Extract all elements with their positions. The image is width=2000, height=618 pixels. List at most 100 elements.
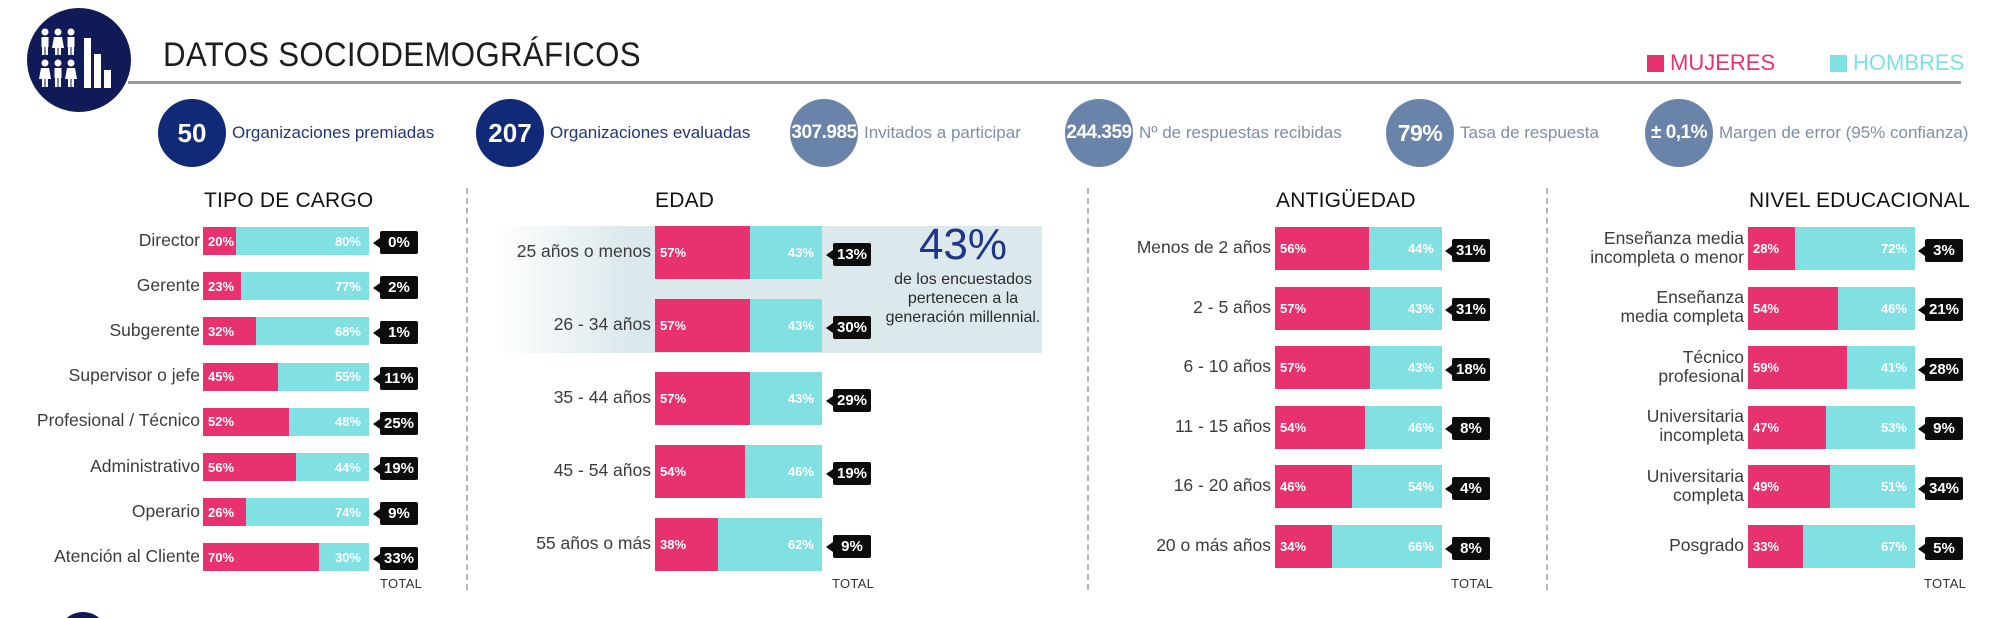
bar-mujeres-26-34-anos: 57% (655, 299, 751, 352)
total-badge-gerente: 2% (373, 276, 418, 300)
category-label-tecnico-profesional: Técnico profesional (1658, 346, 1744, 386)
category-label-ensenanza-media-incompleta-o-menor: Enseñanza media incompleta o menor (1590, 227, 1744, 267)
category-label-2-5-anos: 2 - 5 años (1193, 296, 1271, 317)
category-label-operario: Operario (131, 500, 200, 521)
category-label-26-34-anos: 26 - 34 años (553, 314, 651, 334)
bar-mujeres-director: 20% (203, 227, 237, 255)
bar-hombres-operario: 74% (246, 498, 369, 527)
bar-hombres-ensenanza-media-completa: 46% (1838, 286, 1915, 330)
panel-divider (1087, 188, 1089, 590)
bar-hombres-16-20-anos: 54% (1351, 465, 1442, 509)
total-badge-ensenanza-media-completa: 21% (1918, 298, 1963, 322)
legend-swatch-mujeres (1647, 54, 1664, 72)
bar-mujeres-subgerente: 32% (203, 317, 257, 346)
category-label-16-20-anos: 16 - 20 años (1173, 475, 1271, 496)
category-label-universitaria-completa: Universitaria completa (1646, 465, 1744, 505)
bar-mujeres-menos-de-2-anos: 56% (1275, 227, 1369, 270)
bar-mujeres-administrativo: 56% (203, 453, 296, 481)
total-badge-35-44-anos: 29% (826, 388, 871, 412)
page-title: DATOS SOCIODEMOGRÁFICOS (163, 36, 641, 74)
millennial-description: de los encuestados pertenecen a la gener… (885, 271, 1041, 326)
total-badge-55-anos-o-mas: 9% (826, 534, 871, 558)
category-label-subgerente: Subgerente (109, 319, 201, 340)
total-badge-director: 0% (373, 231, 418, 254)
bar-mujeres-6-10-anos: 57% (1275, 346, 1371, 390)
category-label-supervisor-o-jefe: Supervisor o jefe (68, 365, 200, 386)
bar-mujeres-universitaria-incompleta: 47% (1748, 405, 1827, 449)
total-badge-administrativo: 19% (373, 457, 418, 480)
bar-hombres-ensenanza-media-incompleta-o-menor: 72% (1794, 227, 1915, 270)
bar-mujeres-supervisor-o-jefe: 45% (203, 362, 278, 391)
stat-value-circle: 79% (1386, 99, 1454, 167)
bar-mujeres-tecnico-profesional: 59% (1748, 346, 1847, 390)
bar-mujeres-11-15-anos: 54% (1275, 405, 1366, 449)
category-label-35-44-anos: 35 - 44 años (553, 387, 651, 407)
bar-mujeres-profesional-tecnico: 52% (203, 407, 290, 436)
bar-hombres-subgerente: 68% (256, 317, 369, 346)
panel-title-edad: EDAD (655, 189, 715, 212)
total-badge-operario: 9% (373, 502, 418, 526)
total-badge-menos-de-2-anos: 31% (1445, 238, 1490, 262)
panel-divider (1546, 188, 1548, 590)
bar-mujeres-16-20-anos: 46% (1275, 465, 1352, 509)
bar-mujeres-35-44-anos: 57% (655, 372, 751, 425)
stat-invitados: 307.985 Invitados a participar (790, 99, 1021, 167)
bar-mujeres-45-54-anos: 54% (655, 445, 746, 498)
category-label-25-anos-o-menos: 25 años o menos (516, 241, 651, 261)
bar-hombres-atencion-al-cliente: 30% (319, 543, 369, 572)
millennial-percentage: 43% (918, 220, 1008, 269)
bar-hombres-tecnico-profesional: 41% (1846, 346, 1915, 390)
total-column-header: TOTAL (832, 576, 875, 591)
legend-label-mujeres: MUJERES (1670, 50, 1776, 75)
bar-hombres-posgrado: 67% (1803, 525, 1915, 568)
stat-organizaciones-evaluadas: 207 Organizaciones evaluadas (476, 99, 750, 167)
total-badge-26-34-anos: 30% (826, 315, 871, 339)
total-column-header: TOTAL (1451, 576, 1494, 591)
stat-label: Nº de respuestas recibidas (1139, 123, 1342, 142)
bar-hombres-45-54-anos: 46% (745, 445, 822, 498)
total-badge-universitaria-incompleta: 9% (1918, 417, 1963, 441)
legend-item-hombres: HOMBRES (1830, 50, 1964, 76)
total-badge-ensenanza-media-incompleta-o-menor: 3% (1918, 238, 1963, 262)
bar-mujeres-ensenanza-media-incompleta-o-menor: 28% (1748, 227, 1795, 270)
bar-hombres-gerente: 77% (241, 272, 369, 301)
panel-title-tipo-de-cargo: TIPO DE CARGO (204, 189, 374, 212)
stat-value-circle: 307.985 (790, 99, 858, 167)
bar-hombres-35-44-anos: 43% (750, 372, 822, 425)
next-section-icon (58, 612, 108, 618)
stat-value-circle: 244.359 (1065, 99, 1133, 167)
total-badge-20-o-mas-anos: 8% (1445, 536, 1490, 560)
category-label-55-anos-o-mas: 55 años o más (536, 533, 651, 553)
bar-hombres-profesional-tecnico: 48% (289, 407, 369, 436)
category-label-posgrado: Posgrado (1669, 535, 1744, 555)
total-column-header: TOTAL (1924, 576, 1967, 591)
legend-label-hombres: HOMBRES (1853, 50, 1965, 75)
category-label-gerente: Gerente (136, 274, 200, 295)
bar-mujeres-25-anos-o-menos: 57% (655, 226, 751, 279)
panel-title-antiguedad: ANTIGÜEDAD (1276, 189, 1416, 212)
stat-value-circle: 207 (476, 99, 544, 167)
total-badge-16-20-anos: 4% (1445, 476, 1490, 500)
bar-mujeres-ensenanza-media-completa: 54% (1748, 286, 1839, 330)
total-badge-profesional-tecnico: 25% (373, 411, 418, 435)
bar-mujeres-operario: 26% (203, 498, 247, 527)
total-badge-subgerente: 1% (373, 321, 418, 345)
total-badge-6-10-anos: 18% (1445, 357, 1490, 381)
bar-hombres-11-15-anos: 46% (1365, 405, 1442, 449)
category-label-director: Director (138, 229, 200, 250)
bar-hombres-menos-de-2-anos: 44% (1368, 227, 1442, 270)
stat-label: Margen de error (95% confianza) (1719, 123, 1969, 142)
bar-mujeres-2-5-anos: 57% (1275, 286, 1371, 330)
stat-organizaciones-premiadas: 50 Organizaciones premiadas (158, 99, 434, 167)
panel-title-nivel-educacional: NIVEL EDUCACIONAL (1749, 189, 1970, 212)
stat-respuestas-recibidas: 244.359 Nº de respuestas recibidas (1065, 99, 1342, 167)
stat-label: Organizaciones evaluadas (550, 123, 751, 142)
bar-hombres-administrativo: 44% (295, 453, 369, 481)
category-label-45-54-anos: 45 - 54 años (553, 460, 651, 480)
stat-tasa-respuesta: 79% Tasa de respuesta (1386, 99, 1599, 167)
total-badge-posgrado: 5% (1918, 536, 1963, 560)
category-label-11-15-anos: 11 - 15 años (1175, 415, 1271, 436)
bar-hombres-6-10-anos: 43% (1370, 346, 1442, 390)
bar-mujeres-posgrado: 33% (1748, 525, 1804, 568)
total-column-header: TOTAL (380, 576, 423, 591)
